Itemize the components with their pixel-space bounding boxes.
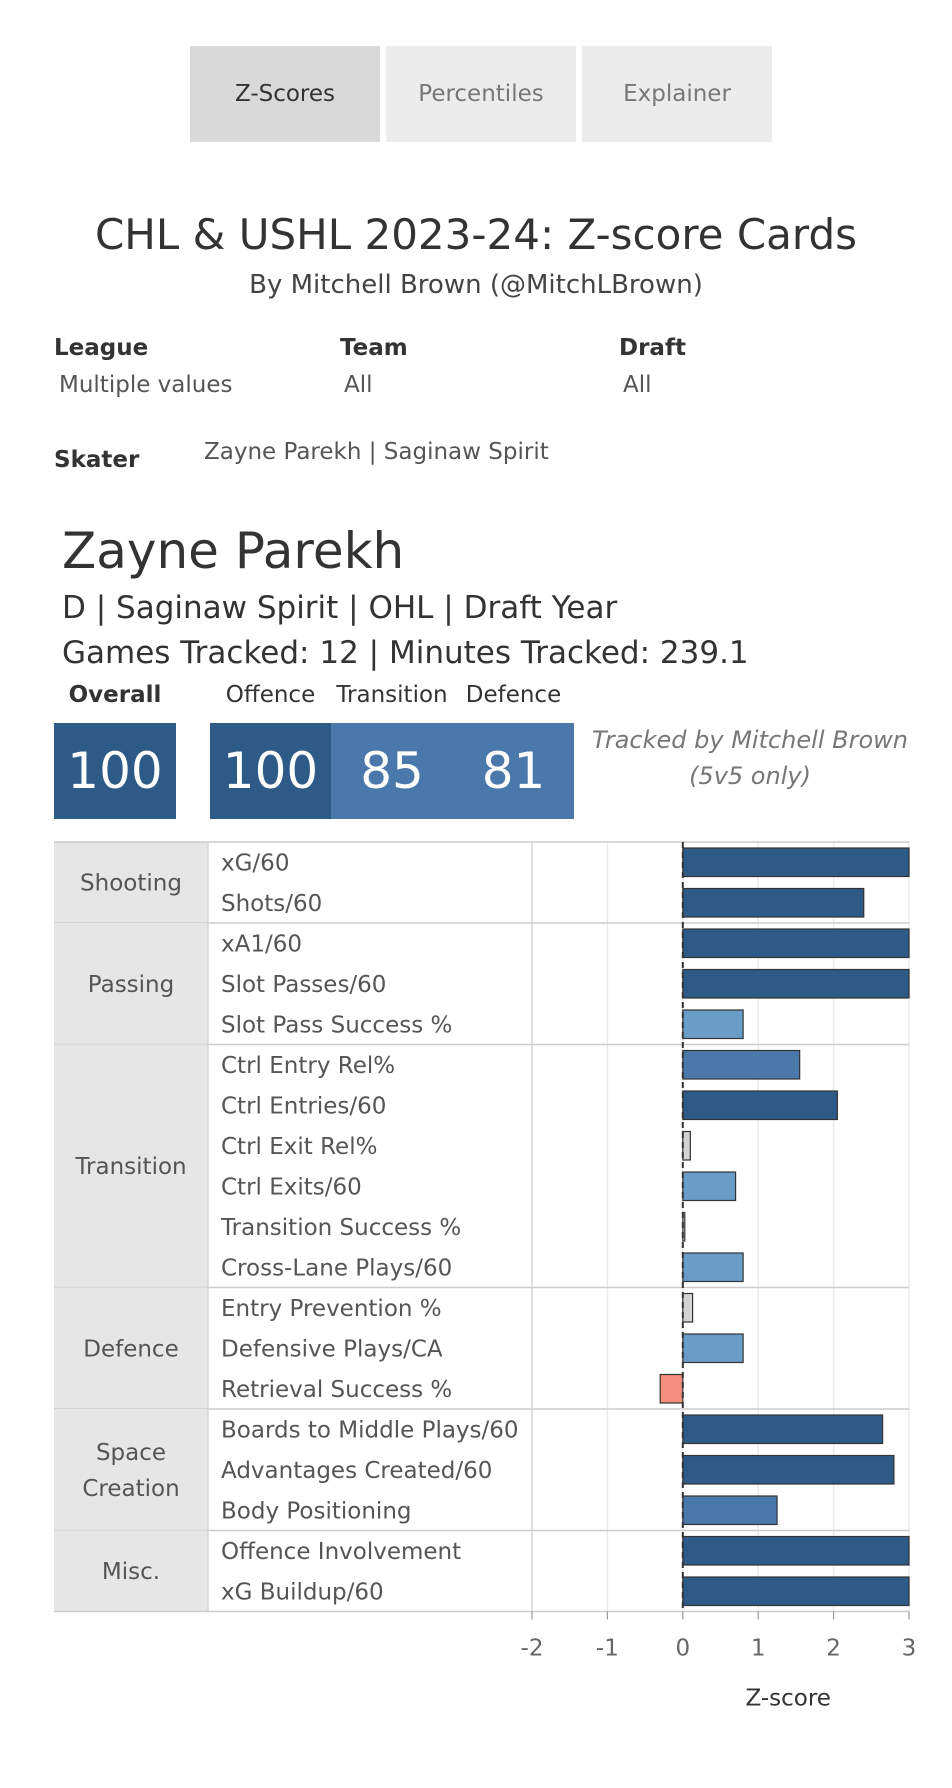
metric-label: Body Positioning bbox=[221, 1498, 412, 1524]
team-filter-label: Team bbox=[340, 335, 408, 361]
tab-z-scores[interactable]: Z-Scores bbox=[190, 46, 380, 142]
player-info: D | Saginaw Spirit | OHL | Draft Year bbox=[62, 590, 618, 626]
axis-tick-label: 1 bbox=[751, 1636, 766, 1662]
category-label-space-creation: Space Creation bbox=[82, 1440, 179, 1502]
overall-score-box: 100 bbox=[54, 723, 176, 819]
draft-filter-label: Draft bbox=[619, 335, 686, 361]
page-subtitle: By Mitchell Brown (@MitchLBrown) bbox=[249, 270, 703, 300]
metric-label: xG Buildup/60 bbox=[221, 1579, 384, 1605]
x-axis-title: Z-score bbox=[745, 1686, 830, 1712]
bar-ctrl-entry-rel bbox=[682, 1049, 801, 1080]
skater-filter-value[interactable]: Zayne Parekh | Saginaw Spirit bbox=[204, 439, 549, 465]
league-filter-label: League bbox=[54, 335, 149, 361]
metric-label: Ctrl Entry Rel% bbox=[221, 1053, 395, 1079]
metric-label: Ctrl Entries/60 bbox=[221, 1093, 386, 1119]
bar-cross-lane-plays-60 bbox=[682, 1252, 744, 1283]
bar-offence-involvement bbox=[682, 1535, 910, 1566]
page-title: CHL & USHL 2023-24: Z-score Cards bbox=[94, 210, 857, 259]
bar-ctrl-entries-60 bbox=[682, 1090, 838, 1121]
category-cell bbox=[54, 923, 208, 1045]
tracked-note-line2: (5v5 only) bbox=[689, 762, 811, 790]
category-label-word: Misc. bbox=[102, 1559, 160, 1585]
bar-xg-buildup-60 bbox=[682, 1576, 910, 1607]
metric-label: Ctrl Exits/60 bbox=[221, 1174, 362, 1200]
bar-defensive-plays-ca bbox=[682, 1333, 744, 1364]
metric-label: Slot Passes/60 bbox=[221, 972, 386, 998]
category-label-defence: Defence bbox=[83, 1336, 178, 1362]
player-name: Zayne Parekh bbox=[62, 522, 405, 580]
metric-label: Cross-Lane Plays/60 bbox=[221, 1255, 452, 1281]
transition-score-box: 85 bbox=[331, 723, 453, 819]
category-label-passing: Passing bbox=[88, 972, 174, 998]
tab-explainer[interactable]: Explainer bbox=[582, 46, 772, 142]
bar-body-positioning bbox=[682, 1495, 778, 1526]
axis-tick-label: 2 bbox=[826, 1636, 841, 1662]
category-cell bbox=[54, 842, 208, 923]
bar-slot-pass-success bbox=[682, 1009, 744, 1040]
category-cell bbox=[54, 1044, 208, 1288]
metric-label: Transition Success % bbox=[220, 1215, 461, 1241]
category-label-word: Defence bbox=[83, 1336, 178, 1362]
axis-tick-label: 3 bbox=[902, 1636, 917, 1662]
category-cell bbox=[54, 1409, 208, 1531]
axis-tick-label: -1 bbox=[596, 1636, 619, 1662]
metric-label: Ctrl Exit Rel% bbox=[221, 1134, 377, 1160]
defence-score-box: 81 bbox=[453, 723, 574, 819]
league-filter-value[interactable]: Multiple values bbox=[59, 372, 233, 398]
category-label-transition: Transition bbox=[74, 1154, 186, 1180]
bar-ctrl-exits-60 bbox=[682, 1171, 737, 1202]
bar-boards-to-middle-plays-60 bbox=[682, 1414, 884, 1445]
metric-label: Slot Pass Success % bbox=[221, 1012, 452, 1038]
metric-label: Defensive Plays/CA bbox=[221, 1336, 443, 1362]
transition-score-label: Transition bbox=[336, 682, 448, 708]
category-label-word: Shooting bbox=[80, 871, 182, 897]
bar-advantages-created-60 bbox=[682, 1454, 895, 1485]
category-label-word: Creation bbox=[82, 1476, 179, 1502]
tracked-note-line1: Tracked by Mitchell Brown bbox=[592, 726, 908, 754]
bar-xg-60 bbox=[682, 847, 910, 878]
category-label-word: Transition bbox=[74, 1154, 186, 1180]
skater-filter-label: Skater bbox=[54, 447, 140, 473]
overall-score-label: Overall bbox=[68, 682, 162, 708]
tracked-note: Tracked by Mitchell Brown (5v5 only) bbox=[590, 722, 910, 794]
tab-percentiles[interactable]: Percentiles bbox=[386, 46, 576, 142]
draft-filter-value[interactable]: All bbox=[623, 372, 652, 398]
category-cell bbox=[54, 1287, 208, 1409]
bar-retrieval-success bbox=[659, 1373, 684, 1404]
category-label-shooting: Shooting bbox=[80, 871, 182, 897]
metric-label: xA1/60 bbox=[221, 931, 302, 957]
metric-label: Boards to Middle Plays/60 bbox=[221, 1417, 519, 1443]
axis-tick-label: -2 bbox=[521, 1636, 544, 1662]
player-tracked-info: Games Tracked: 12 | Minutes Tracked: 239… bbox=[62, 635, 749, 671]
metric-label: Advantages Created/60 bbox=[221, 1458, 492, 1484]
axis-tick-label: 0 bbox=[675, 1636, 690, 1662]
defence-score-label: Defence bbox=[465, 682, 562, 708]
offence-score-box: 100 bbox=[210, 723, 331, 819]
team-filter-value[interactable]: All bbox=[344, 372, 373, 398]
bar-shots-60 bbox=[682, 887, 865, 918]
metric-label: Retrieval Success % bbox=[221, 1377, 452, 1403]
offence-score-label: Offence bbox=[225, 682, 316, 708]
metric-label: Shots/60 bbox=[221, 891, 322, 917]
bar-ctrl-exit-rel bbox=[682, 1130, 691, 1161]
category-label-word: Passing bbox=[88, 972, 174, 998]
metric-label: Offence Involvement bbox=[221, 1539, 461, 1565]
metric-label: xG/60 bbox=[221, 850, 289, 876]
category-label-misc: Misc. bbox=[102, 1559, 160, 1585]
category-label-word: Space bbox=[96, 1440, 166, 1466]
bar-entry-prevention bbox=[682, 1292, 694, 1323]
bar-transition-success bbox=[682, 1211, 686, 1242]
bar-xa1-60 bbox=[682, 928, 910, 959]
metric-label: Entry Prevention % bbox=[221, 1296, 442, 1322]
category-cell bbox=[54, 1530, 208, 1612]
bar-slot-passes-60 bbox=[682, 968, 910, 999]
